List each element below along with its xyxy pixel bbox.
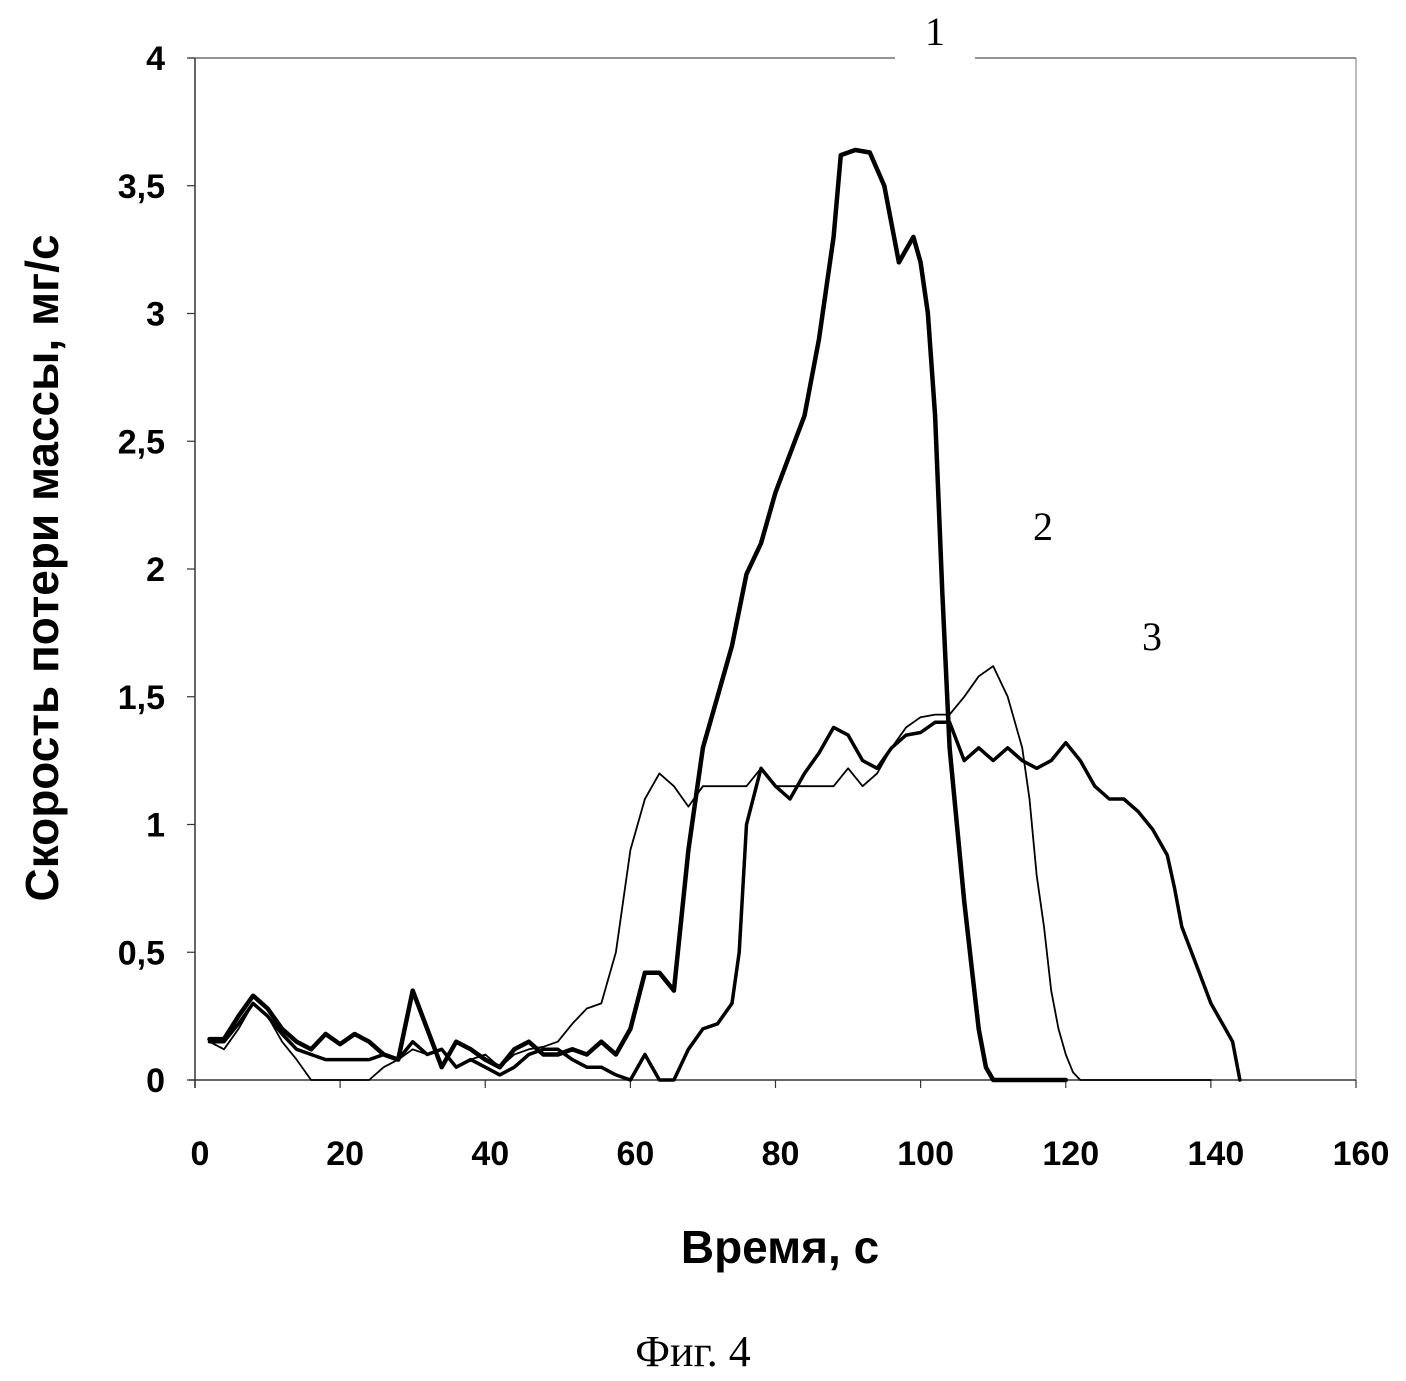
x-tick-label: 0 (191, 1135, 210, 1173)
axes: 0 20 40 60 80 100 120 140 160 0 0,5 1 1,5 2 2,5 3 3,5 4 (118, 40, 1390, 1173)
x-tick-label: 160 (1333, 1135, 1390, 1173)
y-tick-label: 2,5 (118, 423, 165, 461)
x-tick-label: 80 (762, 1135, 800, 1173)
curve-label-3: 3 (1142, 614, 1162, 659)
curve-label-1: 1 (925, 9, 945, 54)
x-axis-title: Время, с (681, 1221, 879, 1273)
x-tick-label: 100 (897, 1135, 954, 1173)
y-tick-label: 3 (146, 296, 165, 334)
series-group (210, 150, 1240, 1080)
mass-loss-rate-chart: 0 20 40 60 80 100 120 140 160 0 0,5 1 1,5 2 2,5 3 3,5 4 1… (0, 0, 1406, 1381)
x-tick-label: 140 (1188, 1135, 1245, 1173)
y-tick-label: 0 (146, 1062, 165, 1100)
x-tick-label: 120 (1042, 1135, 1099, 1173)
series-line-1 (210, 150, 1066, 1080)
y-tick-label: 2 (146, 551, 165, 589)
x-tick-label: 60 (616, 1135, 654, 1173)
figure-caption: Фиг. 4 (635, 1327, 750, 1376)
y-tick-label: 3,5 (118, 168, 165, 206)
x-tick-label: 40 (471, 1135, 509, 1173)
y-tick-label: 0,5 (118, 934, 165, 972)
y-axis-title: Скорость потери массы, мг/с (16, 234, 68, 901)
y-tick-label: 1 (146, 807, 165, 845)
series-line-3 (210, 722, 1240, 1080)
curve-label-2: 2 (1033, 504, 1053, 549)
x-tick-label: 20 (326, 1135, 364, 1173)
y-tick-label: 4 (146, 40, 165, 78)
y-tick-label: 1,5 (118, 679, 165, 717)
